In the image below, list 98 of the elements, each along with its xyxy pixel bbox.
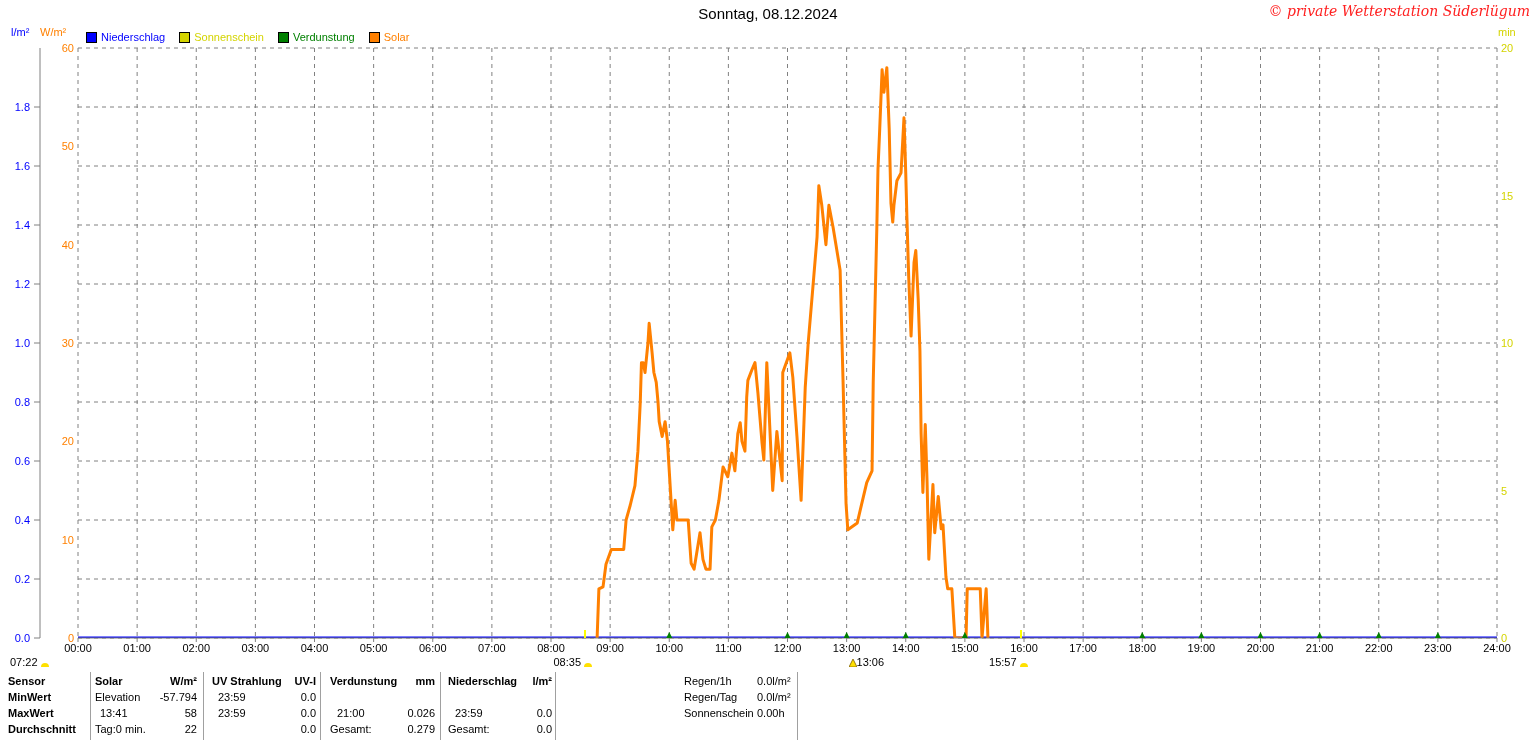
x-tick-label: 12:00 [773, 641, 802, 654]
text: 0.00h [757, 707, 785, 719]
x-tick-label: 24:00 [1483, 641, 1511, 654]
y2-tick-label: 1.6 [14, 160, 30, 172]
y2-tick-label: 0.4 [14, 514, 30, 526]
x-tick-label: 03:00 [241, 641, 270, 654]
x-tick-label: 10:00 [655, 641, 684, 654]
text: Tag:0 min. [95, 723, 146, 735]
y2-tick-label: 1.8 [14, 101, 30, 113]
text: 23:59 [218, 691, 246, 703]
text: 0.026 [407, 707, 435, 719]
text: Elevation [95, 691, 141, 703]
x-tick-label: 19:00 [1187, 641, 1216, 654]
text: 0.279 [407, 723, 435, 735]
y2-tick-label: 1.4 [14, 219, 30, 231]
x-tick-label: 18:00 [1128, 641, 1157, 654]
text: 23:59 [218, 707, 246, 719]
text: 22 [184, 723, 197, 735]
x-tick-label: 22:00 [1364, 641, 1393, 654]
legend-label: Sonnenschein [194, 31, 264, 43]
text: 0.0l/m² [757, 691, 791, 703]
text: Solar [95, 675, 123, 687]
text: 0.0 [300, 707, 316, 719]
text: 07:22 [10, 656, 38, 668]
y3-tick-label: 5 [1501, 483, 1508, 498]
x-tick-label: 02:00 [182, 641, 211, 654]
text: MinWert [8, 691, 52, 703]
text: mm [415, 675, 435, 687]
y-axis-title: W/m² [40, 26, 67, 38]
x-tick-label: 23:00 [1424, 641, 1452, 654]
y2-tick-label: 0.8 [14, 396, 30, 408]
text: 0.0 [536, 707, 552, 719]
x-tick-label: 11:00 [715, 641, 742, 654]
y-tick-label: 30 [61, 336, 74, 350]
x-tick-label: 15:00 [951, 641, 979, 654]
text: l/m² [532, 675, 552, 687]
text: 0.0l/m² [757, 675, 791, 687]
text: 21:00 [337, 707, 365, 719]
text: Regen/Tag [684, 691, 738, 703]
line-series [595, 66, 990, 638]
text: Niederschlag [448, 675, 518, 687]
text: -57.794 [159, 691, 197, 703]
x-tick-label: 17:00 [1069, 641, 1097, 654]
y-tick-label: 20 [61, 434, 74, 449]
y2-tick-label: 0.6 [14, 455, 30, 467]
x-tick-label: 07:00 [478, 641, 506, 654]
x-tick-label: 09:00 [596, 641, 624, 654]
text: UV Strahlung [212, 675, 282, 687]
y-tick-label: 60 [61, 41, 74, 55]
y2-tick-label: 1.0 [14, 337, 30, 349]
y-tick-label: 40 [61, 237, 74, 252]
y2-axis-title: l/m² [11, 26, 30, 38]
text: 0.0 [536, 723, 552, 735]
text: Verdunstung [330, 675, 398, 687]
legend-label: Solar [383, 31, 410, 43]
y-tick-label: 0 [67, 631, 74, 644]
text: Durchschnitt [8, 723, 76, 735]
y3-tick-label: 15 [1501, 188, 1514, 203]
x-tick-label: 04:00 [300, 641, 329, 654]
text: MaxWert [8, 707, 54, 719]
y2-tick-label: 0.2 [14, 573, 30, 585]
chart-title: Sonntag, 08.12.2024 [698, 5, 838, 22]
x-tick-label: 13:00 [832, 641, 861, 654]
text: Sensor [8, 675, 46, 687]
y3-tick-label: 10 [1501, 336, 1514, 350]
annotation: 08:35 [553, 656, 582, 668]
text: W/m² [170, 675, 197, 687]
x-tick-label: 20:00 [1246, 641, 1275, 654]
text: UV-I [294, 675, 316, 687]
y2-tick-label: 0.0 [14, 632, 30, 644]
y3-tick-label: 0 [1501, 631, 1508, 644]
annotation: 15:57 [989, 656, 1017, 668]
text: 0.0 [300, 691, 316, 703]
x-tick-label: 08:00 [537, 641, 565, 654]
annotation: 13:06 [856, 656, 885, 668]
x-tick-label: 01:00 [123, 641, 151, 654]
x-tick-label: 14:00 [891, 641, 920, 654]
x-tick-label: 21:00 [1305, 641, 1334, 654]
legend-label: Niederschlag [101, 31, 166, 43]
text: Gesamt: [448, 723, 490, 735]
y3-axis-title: min [1498, 26, 1516, 38]
text: 58 [184, 707, 197, 719]
text: 0.0 [300, 723, 316, 735]
text: Regen/1h [684, 675, 732, 687]
y2-tick-label: 1.2 [14, 278, 30, 290]
y-tick-label: 10 [61, 532, 74, 547]
x-tick-label: 00:00 [64, 641, 92, 654]
text: 13:41 [100, 707, 128, 719]
x-tick-label: 16:00 [1010, 641, 1038, 654]
text: Sonnenschein [684, 707, 754, 719]
y-tick-label: 50 [61, 139, 74, 154]
y3-tick-label: 20 [1501, 41, 1514, 55]
text: 23:59 [455, 707, 483, 719]
x-tick-label: 06:00 [418, 641, 447, 654]
x-tick-label: 05:00 [359, 641, 388, 654]
text: Gesamt: [330, 723, 372, 735]
text: © private Wetterstation Süderlügum [1268, 3, 1530, 19]
legend-label: Verdunstung [292, 31, 355, 43]
